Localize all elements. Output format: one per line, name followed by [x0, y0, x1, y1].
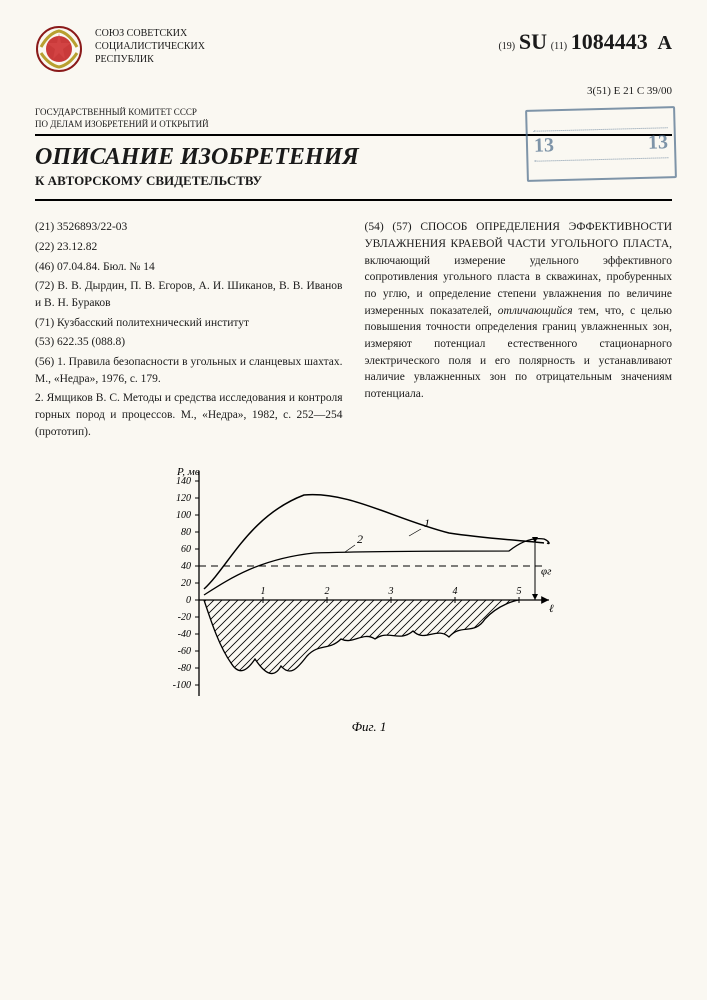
- svg-text:4: 4: [452, 586, 457, 597]
- stamp-line: [534, 157, 668, 175]
- issuer-block: СОЮЗ СОВЕТСКИХ СОЦИАЛИСТИЧЕСКИХ РЕСПУБЛИ…: [95, 25, 205, 66]
- svg-text:P, мв: P, мв: [176, 466, 200, 478]
- doc-country: SU: [519, 29, 547, 54]
- field-72: (72) В. В. Дырдин, П. В. Егоров, А. И. Ш…: [35, 278, 343, 311]
- svg-text:-60: -60: [177, 646, 190, 657]
- svg-text:0: 0: [186, 595, 191, 606]
- svg-text:1: 1: [260, 586, 265, 597]
- svg-text:2: 2: [357, 532, 363, 546]
- field-21: (21) 3526893/22-03: [35, 219, 343, 236]
- stamp-num-a: 13: [534, 134, 555, 158]
- title-block: ОПИСАНИЕ ИЗОБРЕТЕНИЯ К АВТОРСКОМУ СВИДЕТ…: [35, 134, 672, 201]
- ink-stamp: 13 13: [525, 106, 677, 182]
- svg-text:5: 5: [516, 586, 521, 597]
- field-22: (22) 23.12.82: [35, 239, 343, 256]
- abstract-distinguish: отличающийся: [498, 305, 573, 317]
- figure-wrap: 140120100806040200-20-40-60-80-100P, мв1…: [35, 461, 672, 761]
- svg-text:120: 120: [176, 493, 191, 504]
- right-column: (54) (57) СПОСОБ ОПРЕДЕЛЕНИЯ ЭФФЕКТИВНОС…: [365, 219, 673, 443]
- stamp-mid: 13 13: [534, 131, 669, 157]
- figure-1-chart: 140120100806040200-20-40-60-80-100P, мв1…: [154, 461, 554, 761]
- svg-text:80: 80: [181, 527, 191, 538]
- body-columns: (21) 3526893/22-03 (22) 23.12.82 (46) 07…: [35, 219, 672, 443]
- abstract-rest: тем, что, с целью повышения точности опр…: [365, 305, 673, 400]
- header: СОЮЗ СОВЕТСКИХ СОЦИАЛИСТИЧЕСКИХ РЕСПУБЛИ…: [35, 25, 672, 73]
- ussr-emblem-icon: [35, 25, 83, 73]
- svg-text:-100: -100: [172, 680, 190, 691]
- svg-text:1: 1: [424, 516, 430, 530]
- svg-text:60: 60: [181, 544, 191, 555]
- svg-text:-20: -20: [177, 612, 190, 623]
- issuer-line: СОЦИАЛИСТИЧЕСКИХ: [95, 40, 205, 53]
- svg-text:Фиг. 1: Фиг. 1: [351, 719, 386, 734]
- field-71: (71) Кузбасский политехнический институт: [35, 315, 343, 332]
- doc-suffix: A: [658, 32, 672, 54]
- svg-text:3: 3: [387, 586, 393, 597]
- page: СОЮЗ СОВЕТСКИХ СОЦИАЛИСТИЧЕСКИХ РЕСПУБЛИ…: [0, 0, 707, 1000]
- doc-num: 1084443: [571, 29, 648, 54]
- doc-l11: (11): [551, 41, 567, 52]
- field-46: (46) 07.04.84. Бюл. № 14: [35, 259, 343, 276]
- svg-text:2: 2: [324, 586, 329, 597]
- left-column: (21) 3526893/22-03 (22) 23.12.82 (46) 07…: [35, 219, 343, 443]
- svg-text:ℓ, м: ℓ, м: [549, 603, 554, 615]
- stamp-num-b: 13: [648, 131, 669, 155]
- header-left: СОЮЗ СОВЕТСКИХ СОЦИАЛИСТИЧЕСКИХ РЕСПУБЛИ…: [35, 25, 205, 73]
- stamp-line: [533, 114, 667, 132]
- svg-text:20: 20: [181, 578, 191, 589]
- issuer-line: СОЮЗ СОВЕТСКИХ: [95, 27, 205, 40]
- svg-text:-80: -80: [177, 663, 190, 674]
- abstract: (54) (57) СПОСОБ ОПРЕДЕЛЕНИЯ ЭФФЕКТИВНОС…: [365, 219, 673, 402]
- svg-text:φг H: φг H: [541, 566, 554, 578]
- reference-2: 2. Ямщиков В. С. Методы и средства иссле…: [35, 390, 343, 440]
- abstract-title: (54) (57) СПОСОБ ОПРЕДЕЛЕНИЯ ЭФФЕКТИВНОС…: [365, 221, 673, 250]
- svg-text:40: 40: [181, 561, 191, 572]
- field-56: (56) 1. Правила безопасности в угольных …: [35, 354, 343, 387]
- doc-prefix: (19): [498, 41, 515, 52]
- svg-text:100: 100: [176, 510, 191, 521]
- field-53: (53) 622.35 (088.8): [35, 334, 343, 351]
- svg-text:-40: -40: [177, 629, 190, 640]
- doc-number: (19) SU (11) 1084443 A: [498, 25, 672, 55]
- issuer-line: РЕСПУБЛИК: [95, 53, 205, 66]
- classification: 3(51) E 21 C 39/00: [35, 85, 672, 97]
